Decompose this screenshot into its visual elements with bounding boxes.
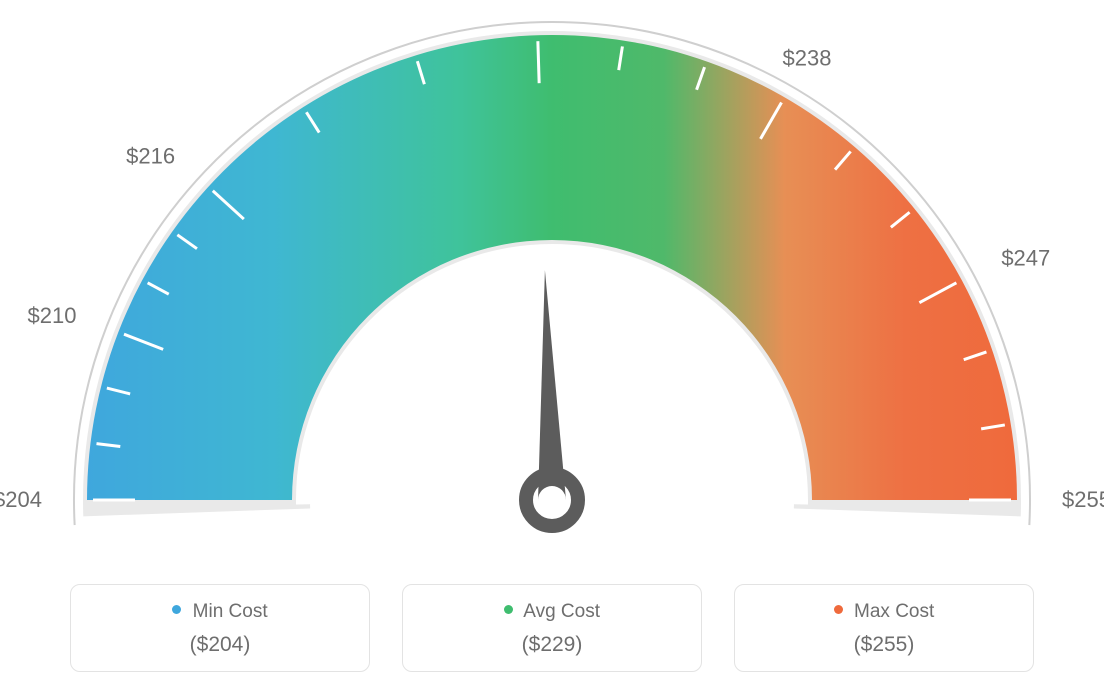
legend-label: Min Cost: [193, 601, 268, 622]
legend-dot-max: [834, 605, 843, 614]
legend-value-min: ($204): [81, 633, 359, 657]
legend-card-min: Min Cost ($204): [70, 584, 370, 672]
svg-text:$238: $238: [783, 45, 832, 70]
legend-dot-avg: [504, 605, 513, 614]
legend-title-min: Min Cost: [81, 601, 359, 623]
legend-title-avg: Avg Cost: [413, 601, 691, 623]
svg-text:$229: $229: [512, 0, 561, 2]
legend-label: Max Cost: [854, 601, 934, 622]
legend-value-avg: ($229): [413, 633, 691, 657]
svg-text:$255: $255: [1062, 487, 1104, 512]
legend-card-avg: Avg Cost ($229): [402, 584, 702, 672]
legend-dot-min: [172, 605, 181, 614]
svg-text:$204: $204: [0, 487, 42, 512]
legend-title-max: Max Cost: [745, 601, 1023, 623]
gauge-chart: $204 $210 $216 $229 $238 $247 $255: [0, 0, 1104, 560]
svg-text:$216: $216: [126, 143, 175, 168]
legend-card-max: Max Cost ($255): [734, 584, 1034, 672]
legend-label: Avg Cost: [523, 601, 600, 622]
legend-value-max: ($255): [745, 633, 1023, 657]
legend-row: Min Cost ($204) Avg Cost ($229) Max Cost…: [0, 584, 1104, 672]
svg-text:$247: $247: [1001, 246, 1050, 271]
svg-text:$210: $210: [27, 303, 76, 328]
gauge-svg: $204 $210 $216 $229 $238 $247 $255: [0, 0, 1104, 560]
